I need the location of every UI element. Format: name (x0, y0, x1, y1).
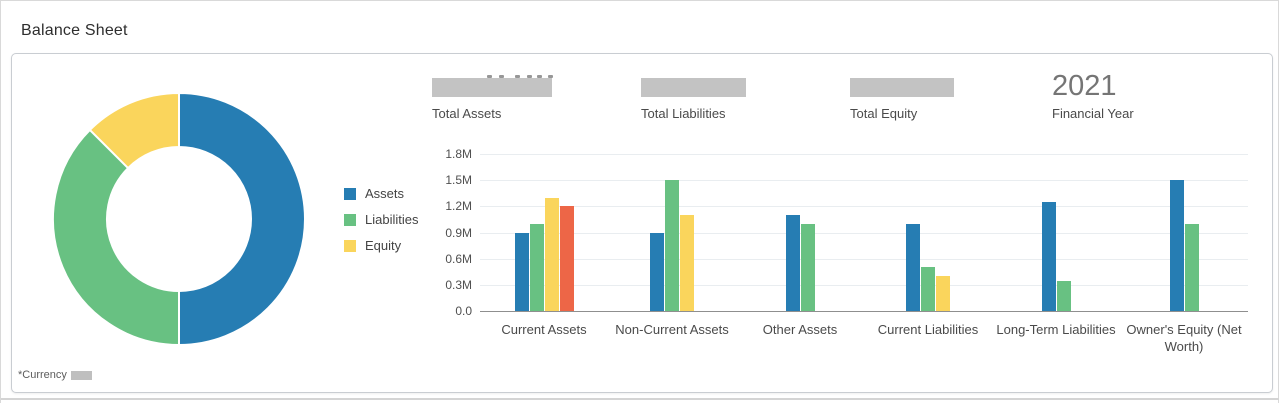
bar-chart-plot-area (480, 154, 1248, 312)
kpi-financial-year: 2021 Financial Year (1052, 70, 1134, 122)
bar-assets-other-assets[interactable] (785, 215, 800, 311)
bar-chart-y-axis: 0.0 0.3M 0.6M 0.9M 1.2M 1.5M 1.8M (410, 147, 472, 318)
currency-footnote-label: *Currency (18, 369, 67, 381)
bar-unlabeled-red-current-assets[interactable] (559, 206, 574, 311)
donut-slice-liabilities[interactable] (52, 128, 180, 346)
legend-label-assets: Assets (365, 186, 405, 201)
gridline-1.8M (480, 154, 1248, 155)
x-label-long-term-liabilities: Long-Term Liabilities (996, 322, 1116, 337)
chart-legend: Assets Liabilities Equity (344, 187, 418, 265)
bar-liabilities-current-liabilities[interactable] (921, 267, 935, 311)
bar-assets-non-current-assets[interactable] (650, 232, 664, 311)
bar-chart-x-axis-labels: Current Assets Non-Current Assets Other As… (480, 321, 1248, 355)
bar-equity-current-assets[interactable] (544, 197, 559, 311)
donut-chart (51, 91, 307, 347)
gridline-0.3M (480, 284, 1248, 286)
liabilities-swatch-icon (344, 213, 356, 226)
gridline-0.9M (480, 232, 1248, 234)
currency-footnote: *Currency (18, 369, 92, 381)
x-label-current-liabilities: Current Liabilities (877, 322, 979, 337)
donut-slice-assets[interactable] (178, 92, 306, 346)
bar-liabilities-other-assets[interactable] (800, 223, 815, 311)
y-tick-label: 0.0 (455, 304, 472, 318)
bar-liabilities-long-term-liabilities[interactable] (1056, 280, 1071, 311)
bar-group-long-term-liabilities (992, 154, 1120, 311)
x-label-non-current-assets: Non-Current Assets (615, 322, 729, 337)
bar-group-non-current-assets (608, 154, 736, 311)
bar-group-current-assets (480, 154, 608, 311)
bar-group-current-liabilities (864, 154, 992, 311)
y-tick-label: 1.5M (445, 173, 472, 188)
kpi-label-total-assets: Total Assets (432, 106, 502, 121)
equity-swatch-icon (344, 239, 356, 252)
gridline-0.6M (480, 258, 1248, 260)
bottom-divider (1, 398, 1279, 400)
x-axis-line (480, 311, 1248, 312)
kpi-total-equity: Total Equity (850, 78, 954, 121)
bar-liabilities-non-current-assets[interactable] (665, 180, 679, 311)
redacted-digit-tops (432, 75, 553, 78)
legend-label-liabilities: Liabilities (365, 212, 419, 227)
bar-assets-owner-s-equity-net-worth[interactable] (1169, 180, 1184, 311)
redacted-value-bar (641, 78, 746, 97)
legend-label-equity: Equity (365, 238, 402, 253)
assets-swatch-icon (344, 187, 356, 200)
legend-item-equity[interactable]: Equity (344, 239, 418, 252)
x-label-owner-s-equity-net-worth: Owner's Equity (Net Worth) (1126, 322, 1242, 354)
y-tick-label: 0.3M (445, 277, 472, 292)
kpi-label-total-liabilities: Total Liabilities (641, 106, 726, 121)
gridline-1.2M (480, 206, 1248, 208)
bar-assets-current-liabilities[interactable] (906, 223, 920, 311)
bar-equity-non-current-assets[interactable] (680, 215, 694, 311)
bar-liabilities-current-assets[interactable] (529, 223, 544, 311)
y-tick-label: 1.2M (445, 199, 472, 214)
financial-year-value: 2021 (1052, 70, 1117, 102)
bar-equity-current-liabilities[interactable] (936, 276, 950, 311)
redacted-value-bar (850, 78, 954, 97)
page-title: Balance Sheet (21, 22, 128, 39)
x-label-other-assets: Other Assets (762, 322, 838, 337)
legend-item-liabilities[interactable]: Liabilities (344, 213, 418, 226)
bar-groups (480, 154, 1248, 311)
redacted-value-bar (432, 78, 552, 97)
donut-slice-equity[interactable] (88, 92, 180, 170)
donut-chart-svg (52, 92, 306, 346)
bar-group-other-assets (736, 154, 864, 311)
balance-sheet-card: Assets Liabilities Equity Total Assets Tot… (11, 53, 1273, 393)
x-label-current-assets: Current Assets (501, 322, 587, 337)
kpi-label-total-equity: Total Equity (850, 106, 918, 121)
y-tick-label: 0.6M (445, 251, 472, 266)
bar-liabilities-owner-s-equity-net-worth[interactable] (1184, 223, 1199, 311)
redacted-currency-code (70, 370, 92, 380)
bar-group-owner-s-equity-net-worth (1120, 154, 1248, 311)
legend-item-assets[interactable]: Assets (344, 187, 418, 200)
kpi-total-assets: Total Assets (432, 75, 553, 121)
kpi-label-financial-year: Financial Year (1052, 106, 1134, 121)
y-tick-label: 0.9M (445, 225, 472, 240)
kpi-total-liabilities: Total Liabilities (641, 78, 746, 121)
y-tick-label: 1.8M (445, 147, 472, 161)
bar-assets-current-assets[interactable] (514, 232, 529, 311)
gridline-1.5M (480, 180, 1248, 182)
bar-assets-long-term-liabilities[interactable] (1041, 202, 1056, 311)
